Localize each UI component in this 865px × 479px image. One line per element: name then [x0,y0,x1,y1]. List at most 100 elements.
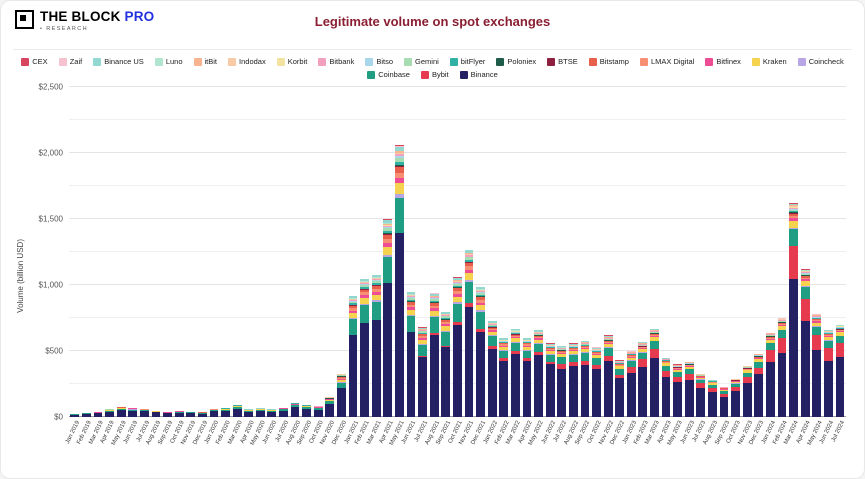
legend-item-gemini[interactable]: Gemini [404,57,439,66]
gridline [69,218,846,219]
bar-jan-2024 [766,332,775,417]
bar-segment-coinbase [360,305,370,324]
bar-segment-gemini [487,325,497,327]
bar-segment-coinbase [487,336,497,346]
chart-legend: CEX Zaif Binance US Luno itBit Indodax Korbit B… [13,55,852,83]
legend-item-bitstamp[interactable]: Bitstamp [588,57,629,66]
bar-segment-coinbase [174,411,184,413]
legend-item-binance[interactable]: Binance [459,70,498,79]
legend-item-bitso[interactable]: Bitso [365,57,393,66]
legend-item-bitflyer[interactable]: bitFlyer [449,57,485,66]
bar-segment-bitfinex [452,293,462,297]
bar-nov-2021 [464,249,474,417]
bar-sep-2022 [580,340,590,417]
bar-segment-binance-us [650,329,659,330]
bar-segment-coinbase [603,348,613,357]
brand-research-label: • RESEARCH [40,26,89,32]
bar-segment-bitstamp [777,323,787,325]
legend-item-bitbank[interactable]: Bitbank [318,57,354,66]
legend-item-cex[interactable]: CEX [21,57,48,66]
bar-segment-bitflyer [360,286,370,289]
bar-segment-bitflyer [812,317,822,319]
bar-segment-cex [789,203,799,204]
legend-swatch [588,57,597,66]
bar-segment-kraken [812,322,822,327]
bar-segment-kraken [395,183,404,195]
bar-segment-bitbank [812,316,822,318]
bar-segment-bitstamp [360,289,370,293]
bar-jun-2022 [545,343,555,417]
bar-segment-lmax-digital [696,376,706,378]
legend-item-coinbase[interactable]: Coinbase [367,70,410,79]
bar-segment-binance-us [464,250,474,253]
bar-segment-gemini [383,228,393,232]
bar-segment-indodax [395,152,404,154]
bar-segment-gemini [580,344,590,345]
bar-segment-kraken [673,369,683,372]
legend-swatch [93,57,102,66]
bar-segment-indodax [476,290,485,291]
bar-segment-bitflyer [592,351,601,352]
bar-segment-coinbase [279,409,288,411]
bar-segment-kraken [626,357,636,361]
bar-segment-lmax-digital [777,324,787,326]
bar-segment-binance [684,379,694,417]
legend-item-lmax-digital[interactable]: LMAX Digital [639,57,694,66]
legend-item-binance-us[interactable]: Binance US [93,57,144,66]
bar-segment-bitfinex [383,242,393,247]
bar-segment-coinbase [302,407,312,409]
legend-item-bybit[interactable]: Bybit [420,70,449,79]
bar-segment-lmax-digital [603,341,613,343]
bar-segment-coincheck [476,310,485,312]
bar-segment-bitfinex [499,345,509,347]
legend-item-zaif[interactable]: Zaif [58,57,83,66]
bar-segment-bitfinex [534,338,543,340]
legend-item-coincheck[interactable]: Coincheck [797,57,844,66]
legend-item-korbit[interactable]: Korbit [276,57,307,66]
bar-segment-coinbase [244,410,254,412]
legend-swatch [365,57,374,66]
bar-segment-bitfinex [812,321,822,323]
x-axis-labels: Jan 2019 Feb 2019 Mar 2019 Apr 2019 May 2019… [65,417,846,465]
bar-segment-bitstamp [661,361,671,362]
bar-segment-lmax-digital [638,347,648,349]
bar-jan-2020 [209,408,219,417]
bar-segment-coinbase [742,372,752,378]
bar-segment-bybit [638,359,648,367]
legend-item-itbit[interactable]: itBit [193,57,217,66]
bar-segment-bitso [800,273,810,275]
legend-item-luno[interactable]: Luno [154,57,183,66]
legend-label: Binance US [104,57,144,66]
bar-segment-coinbase [105,410,114,412]
bar-segment-kraken [638,349,648,353]
bar-segment-binance [418,357,428,417]
bar-segment-binance [626,373,636,417]
bar-segment-coincheck [592,357,601,359]
brand-pro-label: PRO [124,9,155,24]
bar-segment-coincheck [766,342,775,344]
bar-segment-itbit [371,277,381,279]
bar-segment-bybit [603,356,613,362]
bar-segment-coinbase [151,411,161,413]
bar-jun-2023 [684,361,694,417]
bar-segment-itbit [452,280,462,282]
bar-segment-bybit [812,334,822,351]
bar-segment-bitstamp [418,334,428,337]
legend-item-bitfinex[interactable]: Bitfinex [705,57,741,66]
legend-item-kraken[interactable]: Kraken [751,57,787,66]
legend-label: Zaif [69,57,83,66]
bar-segment-binance [464,306,474,417]
bar-segment-bitbank [603,337,613,339]
bar-segment-bitso [406,297,416,298]
bar-segment-bitfinex [348,310,358,314]
legend-swatch [705,57,714,66]
bar-segment-bitbank [348,300,358,301]
bar-segment-binance [661,377,671,417]
legend-item-indodax[interactable]: Indodax [228,57,266,66]
bar-segment-coinbase [638,352,648,360]
bar-segment-btse [452,287,462,289]
legend-item-poloniex[interactable]: Poloniex [496,57,536,66]
bar-segment-lmax-digital [487,328,497,331]
legend-item-btse[interactable]: BTSE [547,57,578,66]
bar-segment-luno [789,204,799,206]
